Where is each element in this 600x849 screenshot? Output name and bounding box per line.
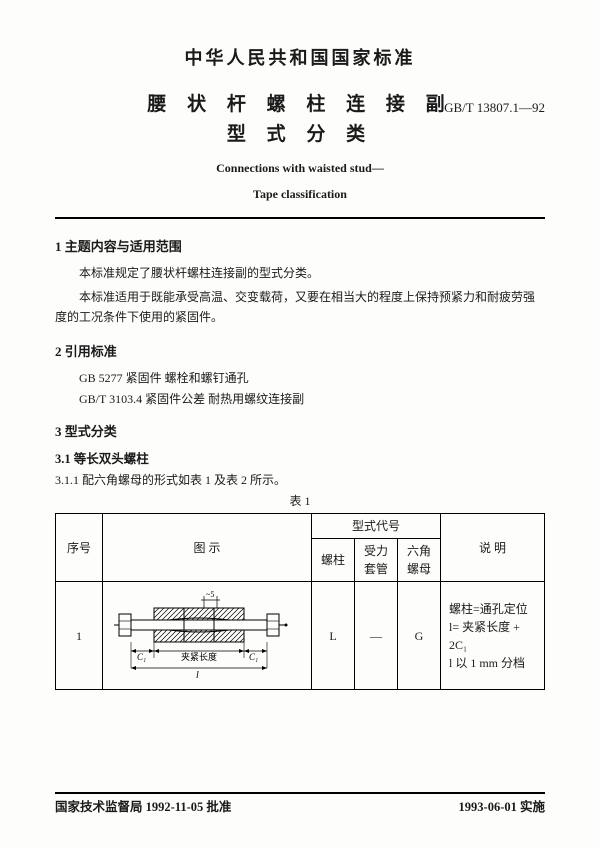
footer-right: 1993-06-01 实施 [459, 798, 545, 817]
table-header-row1: 序号 图 示 型式代号 说 明 [56, 514, 545, 539]
dim-c1-right: C₁ [249, 652, 258, 662]
col-stud: 螺柱 [312, 539, 355, 582]
footer-left: 国家技术监督局 1992-11-05 批准 [55, 798, 231, 817]
section1-para1: 本标准规定了腰状杆螺柱连接副的型式分类。 [55, 264, 545, 284]
divider-top [55, 217, 545, 219]
cn-title: 腰 状 杆 螺 柱 连 接 副 型 式 分 类 [147, 90, 452, 151]
title-row: 腰 状 杆 螺 柱 连 接 副 型 式 分 类 GB/T 13807.1—92 [55, 90, 545, 151]
cell-nut: G [398, 582, 441, 690]
reference-line-1: GB 5277 紧固件 螺栓和螺钉通孔 [79, 369, 545, 387]
divider-bottom [55, 792, 545, 794]
col-seq: 序号 [56, 514, 103, 582]
header-block: 中华人民共和国国家标准 腰 状 杆 螺 柱 连 接 副 型 式 分 类 GB/T… [55, 45, 545, 203]
page: 中华人民共和国国家标准 腰 状 杆 螺 柱 连 接 副 型 式 分 类 GB/T… [0, 0, 600, 849]
section1-heading: 1 主题内容与适用范围 [55, 237, 545, 257]
footer: 国家技术监督局 1992-11-05 批准 1993-06-01 实施 [55, 792, 545, 817]
table1-caption: 表 1 [55, 492, 545, 510]
standard-code: GB/T 13807.1—92 [444, 98, 545, 118]
en-title-line2: Tape classification [55, 185, 545, 203]
col-sleeve: 受力套管 [355, 539, 398, 582]
desc-line1: 螺柱=通孔定位 [449, 600, 540, 618]
col-typecode: 型式代号 [312, 514, 441, 539]
cn-title-line1: 腰 状 杆 螺 柱 连 接 副 [147, 90, 452, 120]
desc-line2: l= 夹紧长度 + 2C₁ [449, 618, 540, 654]
cn-title-line2: 型 式 分 类 [147, 120, 452, 150]
section2-heading: 2 引用标准 [55, 342, 545, 362]
section1-para2: 本标准适用于既能承受高温、交变载荷，又要在相当大的程度上保持预紧力和耐疲劳强度的… [55, 288, 545, 328]
section3-line: 3.1.1 配六角螺母的形式如表 1 及表 2 所示。 [55, 471, 545, 489]
cell-desc: 螺柱=通孔定位 l= 夹紧长度 + 2C₁ l 以 1 mm 分档 [441, 582, 545, 690]
cell-seq: 1 [56, 582, 103, 690]
stud-svg: ~5 C₁ 夹 [109, 588, 289, 683]
desc-line3: l 以 1 mm 分档 [449, 654, 540, 672]
dim-l: l [196, 670, 199, 681]
reference-line-2: GB/T 3103.4 紧固件公差 耐热用螺纹连接副 [79, 390, 545, 408]
cell-sleeve: — [355, 582, 398, 690]
col-desc: 说 明 [441, 514, 545, 582]
stud-diagram: ~5 C₁ 夹 [109, 588, 289, 683]
cell-stud: L [312, 582, 355, 690]
col-fig: 图 示 [103, 514, 312, 582]
section3-heading: 3 型式分类 [55, 422, 545, 442]
table1: 序号 图 示 型式代号 说 明 螺柱 受力套管 六角螺母 1 [55, 513, 545, 690]
cell-figure: ~5 C₁ 夹 [103, 582, 312, 690]
col-nut: 六角螺母 [398, 539, 441, 582]
country-standard-label: 中华人民共和国国家标准 [55, 45, 545, 72]
en-title-line1: Connections with waisted stud— [55, 159, 545, 177]
dim-top: ~5 [206, 590, 214, 599]
table-row: 1 [56, 582, 545, 690]
dim-c1-left: C₁ [137, 652, 146, 662]
section3-subheading: 3.1 等长双头螺柱 [55, 450, 545, 469]
dim-clamp: 夹紧长度 [181, 651, 217, 662]
footer-row: 国家技术监督局 1992-11-05 批准 1993-06-01 实施 [55, 798, 545, 817]
